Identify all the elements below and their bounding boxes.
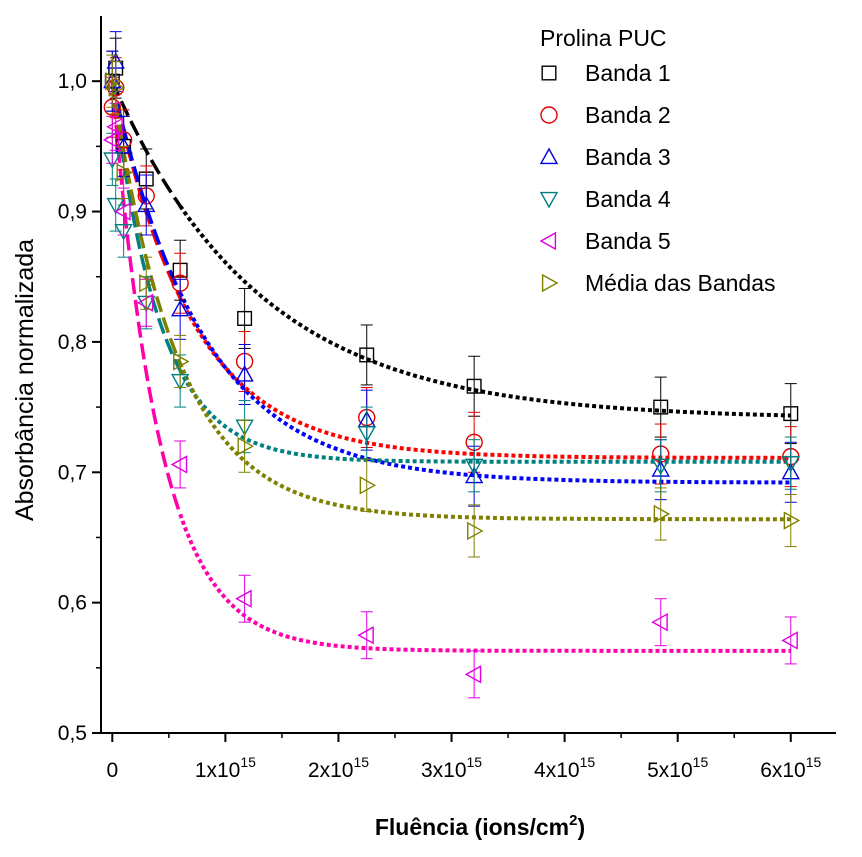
legend-label: Banda 1 xyxy=(585,60,671,86)
data-point xyxy=(237,437,255,456)
series-points xyxy=(105,54,801,558)
data-point xyxy=(108,78,126,97)
legend-marker xyxy=(539,147,559,165)
x-tick-exp: 15 xyxy=(580,754,596,770)
x-tick-label: 4x1015 xyxy=(534,754,595,782)
data-point xyxy=(116,163,134,182)
data-point xyxy=(359,476,377,495)
legend: Prolina PUC Banda 1 Banda 2 Banda 3 Banda 4… xyxy=(539,25,776,296)
legend-label: Banda 5 xyxy=(585,228,671,254)
x-axis-title-main: Fluência (ions/cm xyxy=(375,814,569,840)
y-tick-label: 1,0 xyxy=(58,70,87,93)
data-point xyxy=(467,521,484,541)
data-point xyxy=(651,613,668,632)
fit-curve-far xyxy=(178,369,791,464)
data-point xyxy=(783,511,801,530)
data-point xyxy=(136,293,154,312)
x-tick-label: 6x1015 xyxy=(760,754,821,782)
legend-title: Prolina PUC xyxy=(540,25,667,51)
x-tick-exp: 15 xyxy=(240,754,256,770)
series-points xyxy=(104,37,799,445)
legend-label: Banda 2 xyxy=(585,102,671,128)
data-point xyxy=(781,456,800,473)
data-point xyxy=(106,117,123,136)
x-tick-base: 0 xyxy=(106,759,118,782)
x-tick-label: 3x1015 xyxy=(421,754,482,782)
x-tick-label: 5x1015 xyxy=(647,754,708,782)
data-point xyxy=(170,455,188,474)
data-point xyxy=(466,378,482,394)
fit-curves xyxy=(110,80,791,653)
x-tick-exp: 15 xyxy=(467,754,483,770)
series-points xyxy=(102,102,798,699)
y-tick-label: 0,6 xyxy=(58,592,87,615)
data-point xyxy=(235,589,252,608)
x-tick-exp: 15 xyxy=(806,754,822,770)
x-tick-exp: 15 xyxy=(353,754,369,770)
legend-label: Média das Bandas xyxy=(585,270,776,296)
x-tick-exp: 15 xyxy=(693,754,709,770)
fit-curve-far xyxy=(178,297,791,460)
x-axis-title-sup: 2 xyxy=(569,812,577,829)
x-tick-base: 5x10 xyxy=(647,759,693,782)
legend-label: Banda 3 xyxy=(585,144,671,170)
series-points xyxy=(103,132,800,493)
data-points xyxy=(102,31,801,699)
x-tick-base: 3x10 xyxy=(421,759,467,782)
data-point xyxy=(102,130,120,150)
data-point xyxy=(114,202,131,221)
x-axis-title: Fluência (ions/cm2) xyxy=(375,812,585,840)
x-tick-label: 0 xyxy=(106,759,118,782)
data-point xyxy=(359,347,375,363)
fit-curve-far xyxy=(178,204,791,418)
legend-label: Banda 4 xyxy=(585,186,671,212)
x-tick-base: 1x10 xyxy=(195,759,241,782)
x-tick-base: 6x10 xyxy=(760,759,806,782)
axes: 0,50,60,70,80,91,00 1x1015 2x1015 3x1015 4x1… xyxy=(58,16,836,782)
data-point xyxy=(173,352,190,371)
data-point xyxy=(464,665,482,684)
legend-marker xyxy=(539,231,557,251)
data-point xyxy=(137,195,156,213)
legend-marker xyxy=(540,106,558,124)
legend-marker xyxy=(541,65,557,81)
data-point xyxy=(464,458,484,476)
x-tick-base: 4x10 xyxy=(534,759,580,782)
x-axis-title-tail: ) xyxy=(577,814,585,840)
x-tick-label: 2x1015 xyxy=(308,754,369,782)
x-tick-base: 2x10 xyxy=(308,759,354,782)
y-tick-label: 0,8 xyxy=(58,331,87,354)
data-point xyxy=(357,426,376,443)
legend-marker xyxy=(541,273,559,293)
data-point xyxy=(237,310,253,326)
series-points xyxy=(103,31,800,507)
data-point xyxy=(235,365,254,382)
y-tick-label: 0,9 xyxy=(58,201,87,224)
data-point xyxy=(105,71,122,91)
y-axis-title: Absorbância normalizada xyxy=(11,239,39,521)
y-tick-label: 0,5 xyxy=(58,722,87,745)
data-point xyxy=(781,631,798,650)
fit-curve-far xyxy=(178,292,791,485)
data-point xyxy=(170,299,190,317)
data-point xyxy=(651,458,670,476)
fit-curve-far xyxy=(178,513,791,653)
legend-marker xyxy=(539,191,559,209)
x-tick-label: 1x1015 xyxy=(195,754,256,782)
data-point xyxy=(653,399,669,415)
data-point xyxy=(357,626,374,645)
data-point xyxy=(139,274,156,293)
y-tick-label: 0,7 xyxy=(58,461,87,484)
data-point xyxy=(783,406,799,422)
data-point xyxy=(653,504,671,524)
fit-curve-far xyxy=(178,362,791,522)
data-point xyxy=(106,197,125,215)
